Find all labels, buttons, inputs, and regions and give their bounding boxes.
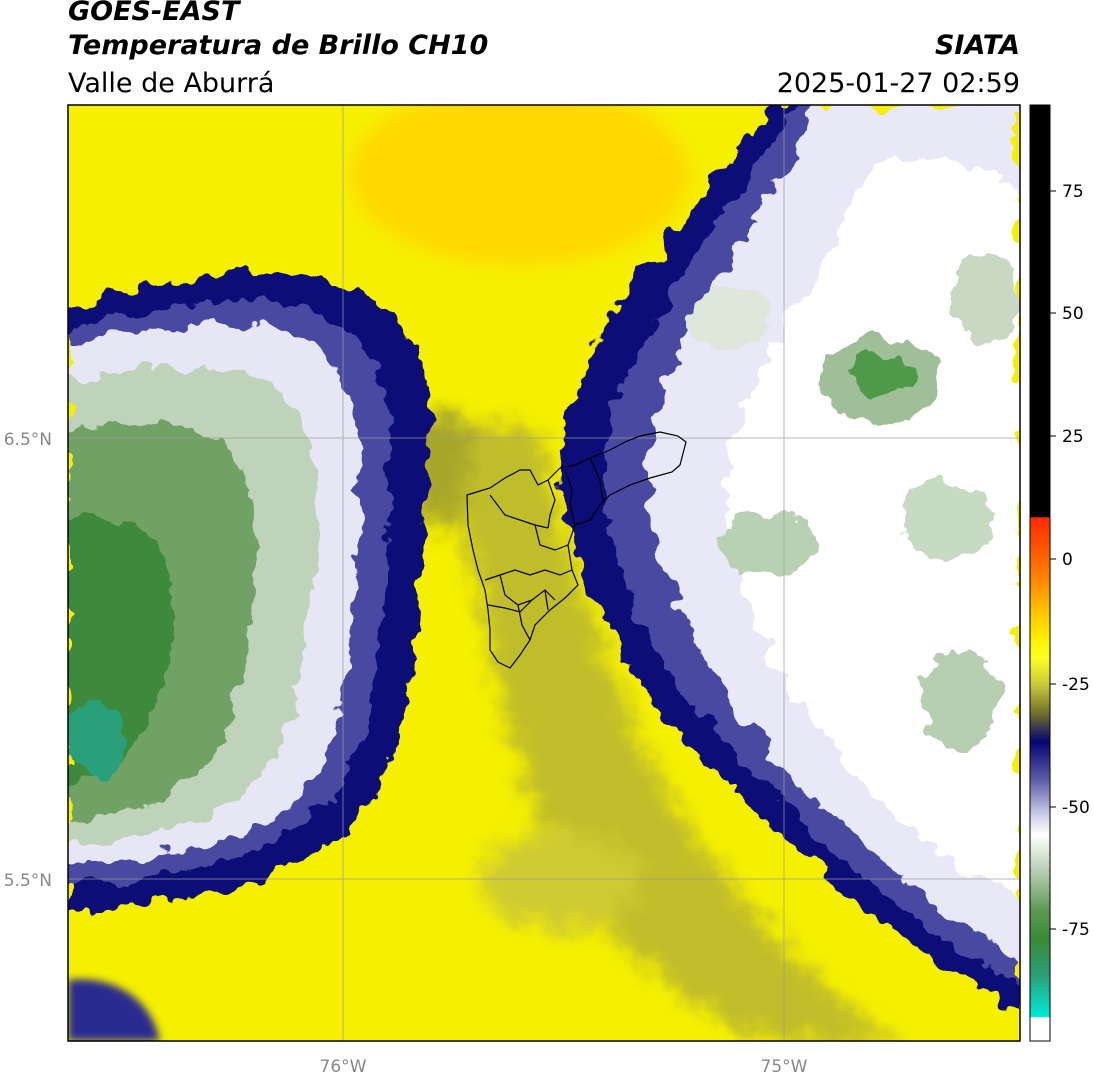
graticule bbox=[68, 105, 1020, 1041]
colorbar-tick: 50 bbox=[1062, 304, 1084, 324]
agency-label: SIATA bbox=[934, 30, 1020, 61]
datetime-label: 2025-01-27 02:59 bbox=[776, 68, 1020, 99]
colorbar-tick: 75 bbox=[1062, 182, 1084, 202]
lon-label: 75°W bbox=[761, 1057, 808, 1077]
map-frame bbox=[67, 104, 1021, 1042]
colorbar: 75 50 25 0 -25 -50 -75 bbox=[1029, 104, 1090, 1042]
colorbar-ramp bbox=[1029, 104, 1051, 1042]
brightness-temperature-field bbox=[68, 105, 1020, 1041]
colorbar-tick: 0 bbox=[1062, 550, 1073, 570]
colorbar-tick: -25 bbox=[1062, 675, 1090, 695]
satellite-title: GOES-EAST bbox=[68, 0, 240, 27]
colorbar-tick: -50 bbox=[1062, 798, 1090, 818]
region-label: Valle de Aburrá bbox=[68, 68, 275, 99]
lat-label: 5.5°N bbox=[4, 871, 52, 891]
product-title: Temperatura de Brillo CH10 bbox=[68, 30, 489, 61]
lon-label: 76°W bbox=[320, 1057, 367, 1077]
colorbar-tick: -75 bbox=[1062, 920, 1090, 940]
lat-label: 6.5°N bbox=[4, 430, 52, 450]
aburra-valley-boundaries bbox=[466, 431, 687, 669]
colorbar-tick: 25 bbox=[1062, 427, 1084, 447]
